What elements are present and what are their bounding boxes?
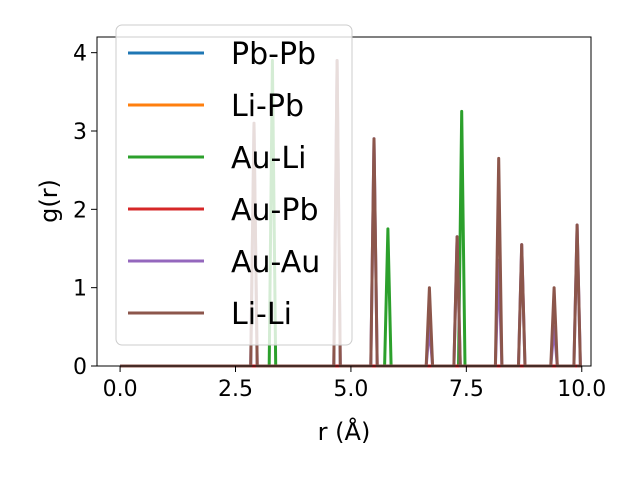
x-axis-label: r (Å) xyxy=(318,417,371,446)
legend-entry: Li-Pb xyxy=(128,89,304,124)
legend-label: Au-Au xyxy=(231,245,320,280)
legend: Pb-Pb Li-Pb Au-Li Au-Pb Au-Au Li-Li xyxy=(115,24,353,346)
y-tick-label: 4 xyxy=(73,42,87,67)
x-tick-label: 10.0 xyxy=(557,377,606,402)
legend-entry: Li-Li xyxy=(128,297,292,332)
y-tick-label: 1 xyxy=(73,277,87,302)
legend-label: Li-Pb xyxy=(231,89,304,124)
x-tick-label: 5.0 xyxy=(333,377,368,402)
x-tick-label: 0.0 xyxy=(103,377,138,402)
legend-entry: Au-Au xyxy=(128,245,320,280)
legend-label: Li-Li xyxy=(231,297,292,332)
legend-entry: Au-Li xyxy=(128,141,306,176)
legend-entry: Pb-Pb xyxy=(128,37,316,72)
legend-entry: Au-Pb xyxy=(128,193,319,228)
y-tick-label: 0 xyxy=(73,355,87,380)
legend-label: Au-Pb xyxy=(231,193,319,228)
x-axis: 0.0 2.5 5.0 7.5 10.0 xyxy=(103,366,606,402)
y-axis: 0 1 2 3 4 xyxy=(73,42,97,380)
y-tick-label: 2 xyxy=(73,198,87,223)
y-tick-label: 3 xyxy=(73,120,87,145)
x-tick-label: 2.5 xyxy=(218,377,253,402)
legend-label: Au-Li xyxy=(231,141,306,176)
y-axis-label: g(r) xyxy=(35,179,63,223)
legend-label: Pb-Pb xyxy=(231,37,316,72)
x-tick-label: 7.5 xyxy=(449,377,484,402)
